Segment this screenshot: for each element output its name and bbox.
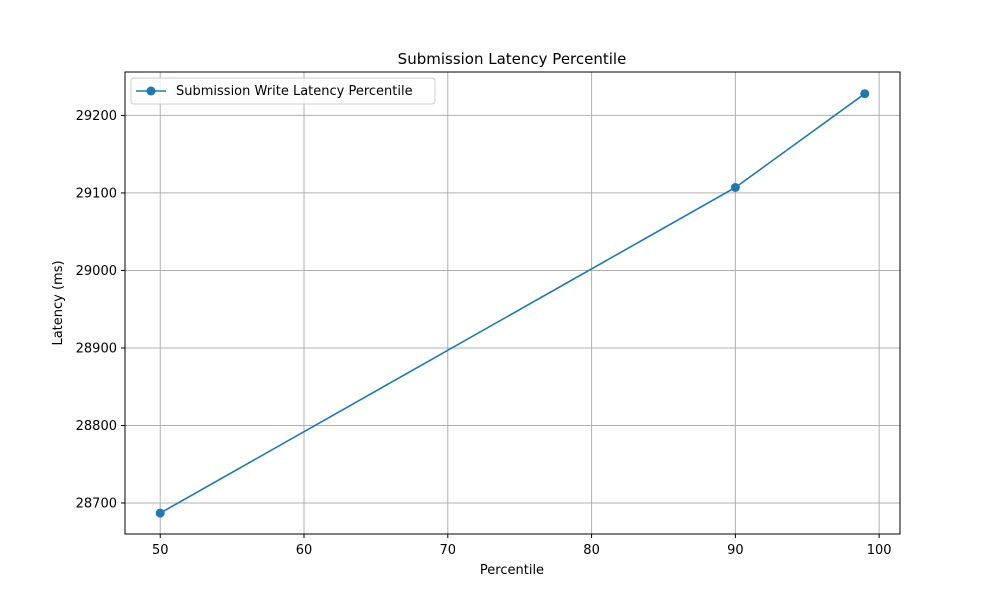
axis-ticks: 50 60 70 80 90 100 28700 28800 28900 29000 29100 29… <box>76 109 892 558</box>
y-tick-label: 28900 <box>76 341 117 356</box>
legend-marker-swatch <box>146 86 156 96</box>
data-point <box>155 508 165 518</box>
x-tick-label: 90 <box>727 543 744 558</box>
y-tick-label: 29200 <box>76 109 117 124</box>
x-tick-label: 100 <box>867 543 892 558</box>
x-axis-label: Percentile <box>480 563 544 578</box>
y-axis-label: Latency (ms) <box>51 260 66 345</box>
grid <box>125 72 900 534</box>
data-point <box>730 183 740 192</box>
chart-title: Submission Latency Percentile <box>398 50 627 68</box>
legend: Submission Write Latency Percentile <box>130 77 436 105</box>
x-tick-label: 70 <box>440 543 457 558</box>
data-point <box>860 89 870 99</box>
legend-box <box>130 77 436 105</box>
y-tick-label: 29100 <box>76 186 117 201</box>
plot-area-frame <box>124 71 901 535</box>
x-tick-label: 60 <box>296 543 313 558</box>
legend-label: Submission Write Latency Percentile <box>176 84 413 99</box>
y-tick-label: 28700 <box>76 496 117 511</box>
x-tick-label: 80 <box>583 543 600 558</box>
y-tick-label: 29000 <box>76 264 117 279</box>
y-tick-label: 28800 <box>76 419 117 434</box>
x-tick-label: 50 <box>152 543 169 558</box>
series-layer <box>155 89 870 518</box>
